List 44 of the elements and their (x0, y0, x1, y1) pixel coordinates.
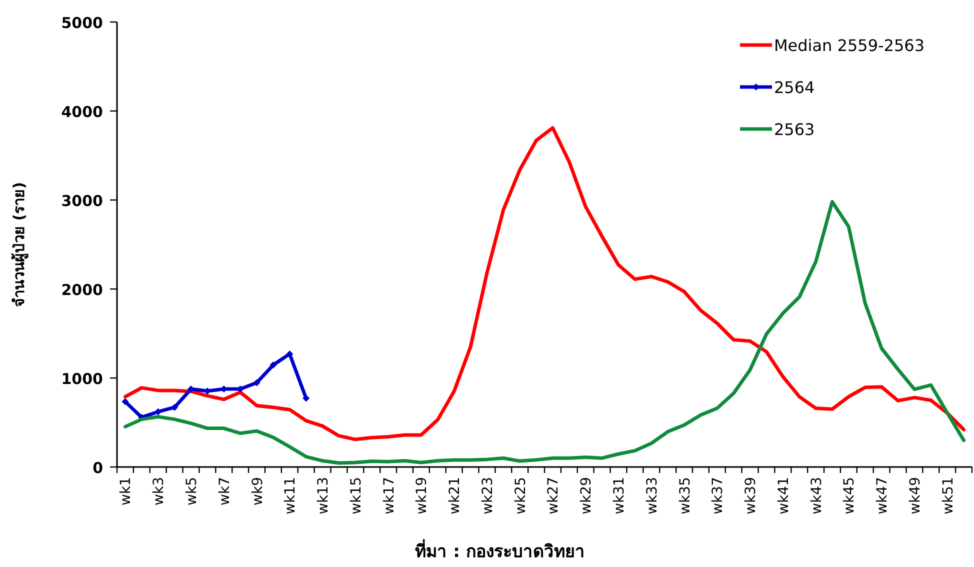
point (253, 379, 260, 386)
x-tick-label: wk15 (348, 477, 364, 514)
legend-label: Median 2559-2563 (774, 36, 924, 55)
x-tick-label: wk51 (940, 477, 956, 514)
x-tick-label: wk37 (710, 477, 726, 514)
x-tick-label: wk11 (282, 477, 299, 514)
x-tick-label: wk13 (316, 477, 332, 514)
x-tick-label: wk19 (414, 477, 430, 514)
point (302, 394, 310, 402)
x-tick-label: wk45 (842, 477, 858, 514)
legend-label: 2564 (774, 78, 815, 97)
text: ที่มา : กองระบาดวิทยา (415, 539, 585, 562)
x-tick-label: wk43 (808, 477, 825, 514)
x-tick-label: wk41 (776, 477, 792, 514)
x-tick-label: wk5 (184, 477, 200, 506)
x-tick-label: wk9 (250, 477, 266, 506)
x-tick-label: wk25 (512, 477, 529, 514)
x-tick-label: wk29 (578, 477, 595, 514)
y-tick-label: 2000 (61, 281, 103, 299)
y-tick-label: 4000 (61, 103, 103, 121)
y-tick-label: 0 (92, 459, 103, 477)
y-tick-label: 1000 (61, 370, 103, 388)
point (286, 350, 294, 358)
x-tick-label: wk49 (907, 477, 924, 514)
x-tick-label: wk3 (151, 477, 168, 506)
y-tick-label: 3000 (61, 192, 103, 210)
point (270, 362, 277, 369)
point (154, 408, 162, 416)
x-tick-label: wk35 (677, 477, 694, 514)
x-tick-label: wk7 (216, 477, 233, 506)
x-tick-label: wk47 (874, 477, 891, 514)
x-tick-label: wk33 (644, 477, 660, 514)
legend-label: 2563 (774, 120, 815, 139)
x-tick-label: wk1 (118, 477, 134, 506)
point (171, 404, 178, 411)
x-tick-label: wk17 (381, 477, 398, 514)
x-tick-label: wk39 (743, 477, 760, 514)
x-tick-label: wk23 (480, 477, 496, 514)
point (122, 398, 129, 406)
x-tick-label: wk21 (447, 477, 464, 514)
x-tick-label: wk27 (546, 477, 562, 514)
y-tick-label: 5000 (61, 14, 103, 32)
x-tick-label: wk31 (611, 477, 628, 514)
y-axis-title: จำนวนผู้ป่วย (ราย) (10, 182, 29, 307)
